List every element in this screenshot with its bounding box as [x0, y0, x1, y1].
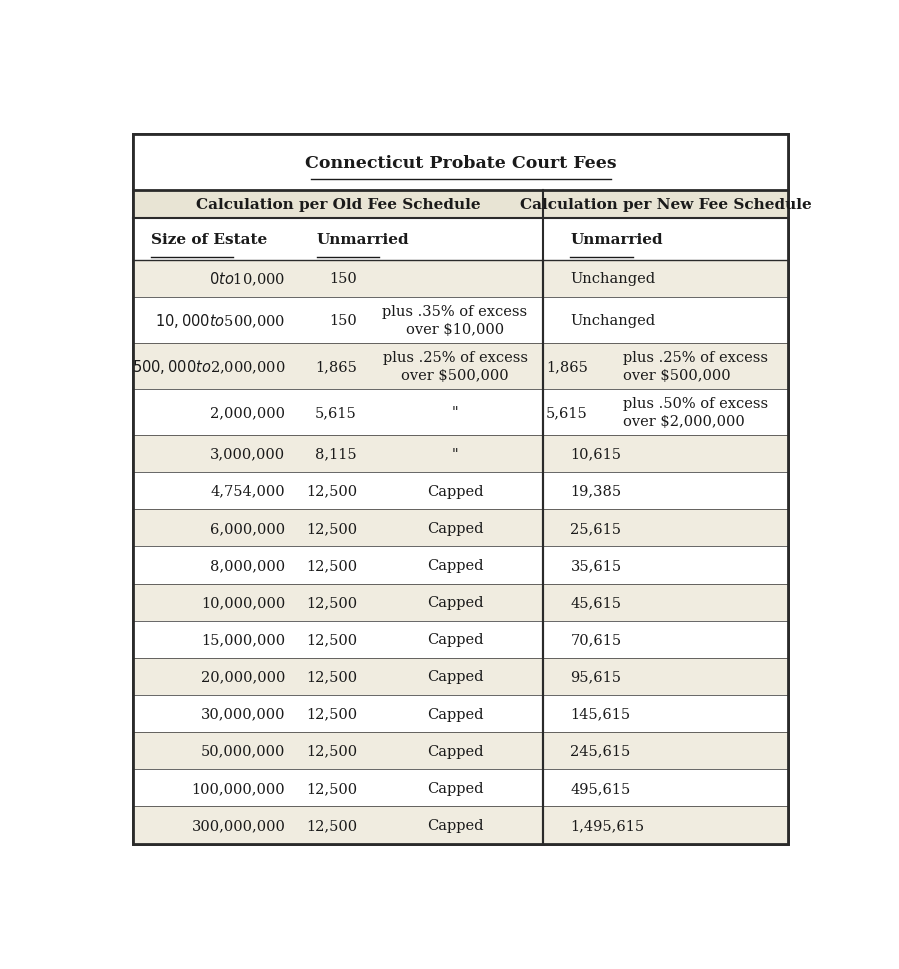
Text: Calculation per New Fee Schedule: Calculation per New Fee Schedule: [520, 198, 811, 212]
Text: Unmarried: Unmarried: [316, 233, 409, 247]
Text: Capped: Capped: [427, 781, 484, 796]
Bar: [133, 473, 788, 510]
Bar: [133, 191, 788, 219]
Text: 25,615: 25,615: [571, 521, 621, 535]
Text: 12,500: 12,500: [306, 670, 357, 684]
Text: 10,615: 10,615: [571, 447, 621, 461]
Text: 10,000,000: 10,000,000: [201, 596, 285, 610]
Text: Calculation per Old Fee Schedule: Calculation per Old Fee Schedule: [196, 198, 480, 212]
Bar: [133, 621, 788, 658]
Bar: [133, 584, 788, 621]
Text: 3,000,000: 3,000,000: [210, 447, 285, 461]
Text: 12,500: 12,500: [306, 521, 357, 535]
Bar: [133, 733, 788, 769]
Text: 145,615: 145,615: [571, 707, 630, 721]
Text: 70,615: 70,615: [571, 633, 621, 646]
Text: 45,615: 45,615: [571, 596, 621, 610]
Bar: [133, 135, 788, 191]
Text: 20,000,000: 20,000,000: [201, 670, 285, 684]
Text: 8,000,000: 8,000,000: [210, 558, 285, 573]
Bar: [133, 769, 788, 806]
Text: Capped: Capped: [427, 558, 484, 573]
Text: Capped: Capped: [427, 596, 484, 610]
Bar: [133, 436, 788, 473]
Bar: [133, 261, 788, 297]
Text: $500,000 to $2,000,000: $500,000 to $2,000,000: [132, 358, 285, 375]
Text: 19,385: 19,385: [571, 484, 621, 498]
Text: Unchanged: Unchanged: [571, 313, 655, 328]
Text: Capped: Capped: [427, 521, 484, 535]
Text: 35,615: 35,615: [571, 558, 621, 573]
Text: 5,615: 5,615: [546, 406, 588, 420]
Text: 30,000,000: 30,000,000: [200, 707, 285, 721]
Bar: [133, 547, 788, 584]
Text: Size of Estate: Size of Estate: [151, 233, 267, 247]
Text: 100,000,000: 100,000,000: [191, 781, 285, 796]
Text: 495,615: 495,615: [571, 781, 631, 796]
Text: 12,500: 12,500: [306, 633, 357, 646]
Text: Capped: Capped: [427, 744, 484, 758]
Text: 245,615: 245,615: [571, 744, 631, 758]
Text: 2,000,000: 2,000,000: [210, 406, 285, 420]
Text: 150: 150: [329, 313, 357, 328]
Text: plus .25% of excess
over $500,000: plus .25% of excess over $500,000: [623, 351, 768, 383]
Text: 1,865: 1,865: [546, 359, 588, 373]
Text: 150: 150: [329, 272, 357, 286]
Text: Capped: Capped: [427, 818, 484, 832]
Text: plus .25% of excess
over $500,000: plus .25% of excess over $500,000: [382, 351, 528, 383]
Text: 4,754,000: 4,754,000: [210, 484, 285, 498]
Text: 12,500: 12,500: [306, 744, 357, 758]
Text: 5,615: 5,615: [316, 406, 357, 420]
Bar: [133, 390, 788, 436]
Text: Unchanged: Unchanged: [571, 272, 655, 286]
Text: 12,500: 12,500: [306, 707, 357, 721]
Bar: [133, 219, 788, 261]
Text: 50,000,000: 50,000,000: [201, 744, 285, 758]
Text: Capped: Capped: [427, 484, 484, 498]
Text: ": ": [451, 406, 458, 420]
Text: $10,000 to $500,000: $10,000 to $500,000: [156, 311, 285, 329]
Text: 8,115: 8,115: [316, 447, 357, 461]
Text: 12,500: 12,500: [306, 596, 357, 610]
Bar: [133, 343, 788, 390]
Text: plus .35% of excess
over $10,000: plus .35% of excess over $10,000: [382, 304, 528, 336]
Text: 1,865: 1,865: [315, 359, 357, 373]
Bar: [133, 806, 788, 844]
Text: 12,500: 12,500: [306, 484, 357, 498]
Bar: [133, 297, 788, 343]
Text: 12,500: 12,500: [306, 558, 357, 573]
Text: plus .50% of excess
over $2,000,000: plus .50% of excess over $2,000,000: [623, 396, 768, 428]
Bar: [133, 658, 788, 696]
Text: Capped: Capped: [427, 633, 484, 646]
Text: Unmarried: Unmarried: [571, 233, 663, 247]
Text: 95,615: 95,615: [571, 670, 621, 684]
Bar: [133, 510, 788, 547]
Text: 1,495,615: 1,495,615: [571, 818, 645, 832]
Text: Capped: Capped: [427, 670, 484, 684]
Text: 12,500: 12,500: [306, 781, 357, 796]
Text: $0 to $10,000: $0 to $10,000: [209, 270, 285, 288]
Bar: [133, 696, 788, 733]
Text: 6,000,000: 6,000,000: [210, 521, 285, 535]
Text: Connecticut Probate Court Fees: Connecticut Probate Court Fees: [305, 154, 617, 172]
Text: ": ": [451, 447, 458, 461]
Text: 300,000,000: 300,000,000: [191, 818, 285, 832]
Text: Capped: Capped: [427, 707, 484, 721]
Text: 12,500: 12,500: [306, 818, 357, 832]
Text: 15,000,000: 15,000,000: [201, 633, 285, 646]
